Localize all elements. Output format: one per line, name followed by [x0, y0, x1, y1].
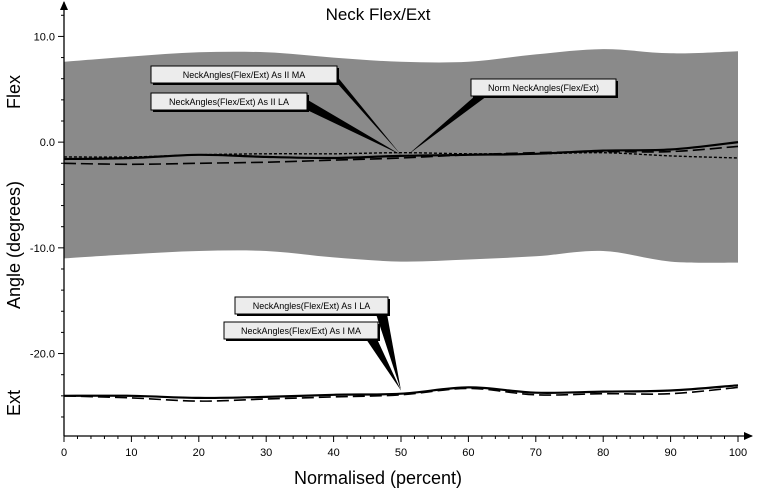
x-tick-label: 40 — [327, 447, 339, 459]
callout-pointer — [407, 96, 487, 155]
series-layer — [63, 141, 739, 402]
series-line-0 — [63, 141, 739, 161]
chart-title: Neck Flex/Ext — [326, 5, 431, 24]
x-axis-arrow-icon — [744, 432, 753, 440]
callout-box — [223, 321, 379, 340]
y-tick-label: -20.0 — [30, 349, 55, 361]
x-tick-label: 50 — [395, 447, 407, 459]
callout-box — [150, 92, 308, 111]
y-axis-label: Angle (degrees) — [4, 181, 24, 309]
y-tick-label: 10.0 — [34, 31, 55, 43]
callout-label: NeckAngles(Flex/Ext) As II LA — [169, 97, 289, 107]
callout-label: NeckAngles(Flex/Ext) As I LA — [253, 301, 371, 311]
series-line-2 — [63, 151, 739, 159]
callout-box — [470, 78, 617, 97]
callout-pointer — [366, 339, 401, 391]
x-tick-label: 60 — [462, 447, 474, 459]
y-top-label-flex: Flex — [4, 75, 24, 109]
series-line-3 — [63, 384, 739, 400]
x-tick-label: 100 — [729, 447, 747, 459]
y-tick-label: 0.0 — [40, 137, 55, 149]
callout-pointer — [301, 96, 401, 155]
callout-label: NeckAngles(Flex/Ext) As I MA — [241, 326, 361, 336]
callout-label: NeckAngles(Flex/Ext) As II MA — [183, 70, 306, 80]
callout-layer: NeckAngles(Flex/Ext) As II MA NeckAngles(… — [150, 65, 618, 391]
x-tick-label: 70 — [530, 447, 542, 459]
callout-box — [150, 65, 338, 84]
x-tick-label: 90 — [664, 447, 676, 459]
x-tick-label: 30 — [260, 447, 272, 459]
callout-label: Norm NeckAngles(Flex/Ext) — [488, 83, 599, 93]
callout-pointer — [331, 69, 401, 155]
x-axis-label: Normalised (percent) — [294, 468, 462, 488]
y-tick-label: -10.0 — [30, 243, 55, 255]
callout-box — [234, 296, 389, 315]
x-tick-label: 0 — [61, 447, 67, 459]
y-axis-arrow-icon — [60, 1, 68, 10]
y-bottom-label-ext: Ext — [4, 390, 24, 416]
callout-pointer — [376, 314, 401, 391]
axes-layer: 0 10 20 30 40 50 60 70 80 90 100 10.0 0.0 -10.0 -20.0 — [30, 1, 753, 459]
x-tick-label: 10 — [125, 447, 137, 459]
x-tick-label: 80 — [597, 447, 609, 459]
x-tick-label: 20 — [193, 447, 205, 459]
